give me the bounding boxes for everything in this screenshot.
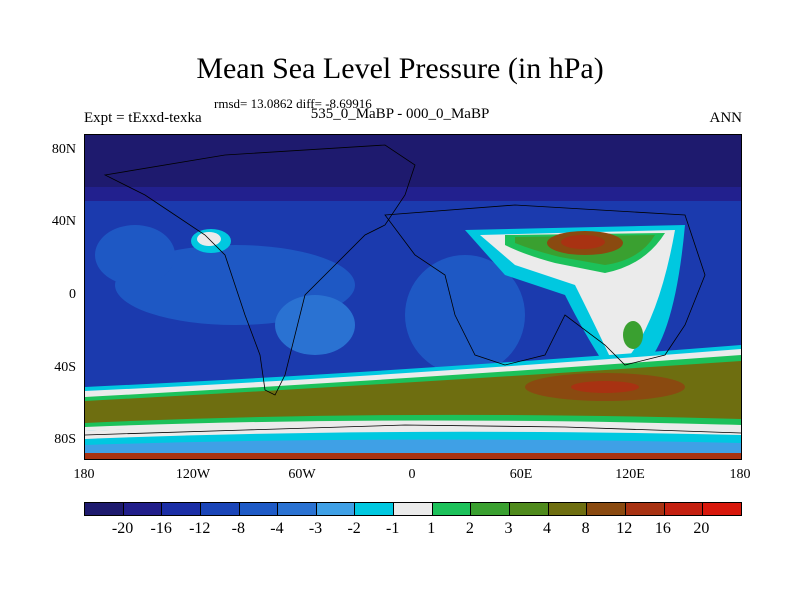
lon-label-60w: 60W: [288, 467, 316, 482]
colorbar-label-7: -1: [386, 520, 400, 537]
colorbar-swatch-10: [471, 503, 511, 515]
africa-eurasia-outline: [384, 204, 706, 366]
colorbar-swatch-3: [200, 503, 240, 515]
north-mid-band: [85, 187, 741, 201]
colorbar-swatch-12: [548, 503, 588, 515]
colorbar-label-10: 3: [504, 520, 513, 537]
rmsd-diff-stats: rmsd= 13.0862 diff= -8.69916: [214, 96, 372, 111]
indian-green-patch: [623, 321, 643, 349]
pressure-map-panel: [84, 134, 742, 460]
lon-label-180w: 180: [73, 467, 95, 482]
colorbar-swatch-14: [625, 503, 665, 515]
colorbar-swatch-15: [664, 503, 704, 515]
colorbar-label-11: 4: [543, 520, 552, 537]
antarctica-outline: [85, 424, 741, 436]
colorbar-swatch-5: [278, 503, 317, 515]
colorbar-label-8: 1: [427, 520, 436, 537]
colorbar-label-1: -16: [150, 520, 172, 537]
pressure-field: [85, 135, 741, 459]
lon-label-60e: 60E: [509, 467, 533, 482]
colorbar-label-2: -12: [189, 520, 211, 537]
map-title: Mean Sea Level Pressure (in hPa): [196, 52, 604, 85]
colorbar-swatch-8: [394, 503, 433, 515]
colorbar-label-13: 12: [616, 520, 633, 537]
colorbar-swatch-7: [355, 503, 395, 515]
colorbar-label-12: 8: [581, 520, 590, 537]
colorbar-swatch-16: [703, 503, 741, 515]
colorbar-label-6: -2: [347, 520, 361, 537]
colorbar-label-4: -4: [270, 520, 284, 537]
experiment-label: Expt = tExxd-texka: [84, 110, 202, 126]
lon-label-0: 0: [408, 467, 416, 482]
north-polar-band: [85, 135, 741, 191]
colorbar-label-5: -3: [308, 520, 323, 537]
colorbar-swatch-4: [239, 503, 279, 515]
colorbar-swatch-11: [510, 503, 549, 515]
lat-label-40n: 40N: [51, 214, 76, 229]
eastpacific-light-zone: [275, 295, 355, 355]
lon-label-120e: 120E: [615, 467, 645, 482]
antarctic-red-edge: [85, 453, 741, 459]
colorbar-label-14: 16: [654, 520, 671, 537]
colorbar-swatch-2: [162, 503, 201, 515]
lat-label-0: 0: [69, 287, 76, 302]
lat-label-80n: 80N: [51, 142, 76, 157]
colorbar-label-9: 2: [465, 520, 474, 537]
asia-red-core: [561, 235, 605, 249]
colorbar-swatch-1: [123, 503, 163, 515]
colorbar-swatch-9: [432, 503, 472, 515]
colorbar-label-15: 20: [693, 520, 710, 537]
nw-pacific-zone: [95, 225, 175, 285]
colorbar-swatch-6: [316, 503, 356, 515]
colorbar-swatch-0: [85, 503, 124, 515]
period-difference-subtitle: 535_0_MaBP - 000_0_MaBP: [310, 106, 490, 122]
annual-label: ANN: [709, 110, 743, 126]
lat-label-80s: 80S: [54, 432, 76, 447]
lon-label-120w: 120W: [175, 467, 211, 482]
south-red-core: [571, 381, 639, 393]
colorbar: [84, 502, 742, 516]
colorbar-swatch-13: [587, 503, 626, 515]
colorbar-label-0: -20: [111, 520, 134, 537]
lon-label-180e: 180: [729, 467, 751, 482]
lat-label-40s: 40S: [54, 360, 76, 375]
colorbar-label-3: -8: [231, 520, 245, 537]
north-continent-outline: [103, 144, 416, 396]
atlantic-light-zone: [405, 255, 525, 375]
